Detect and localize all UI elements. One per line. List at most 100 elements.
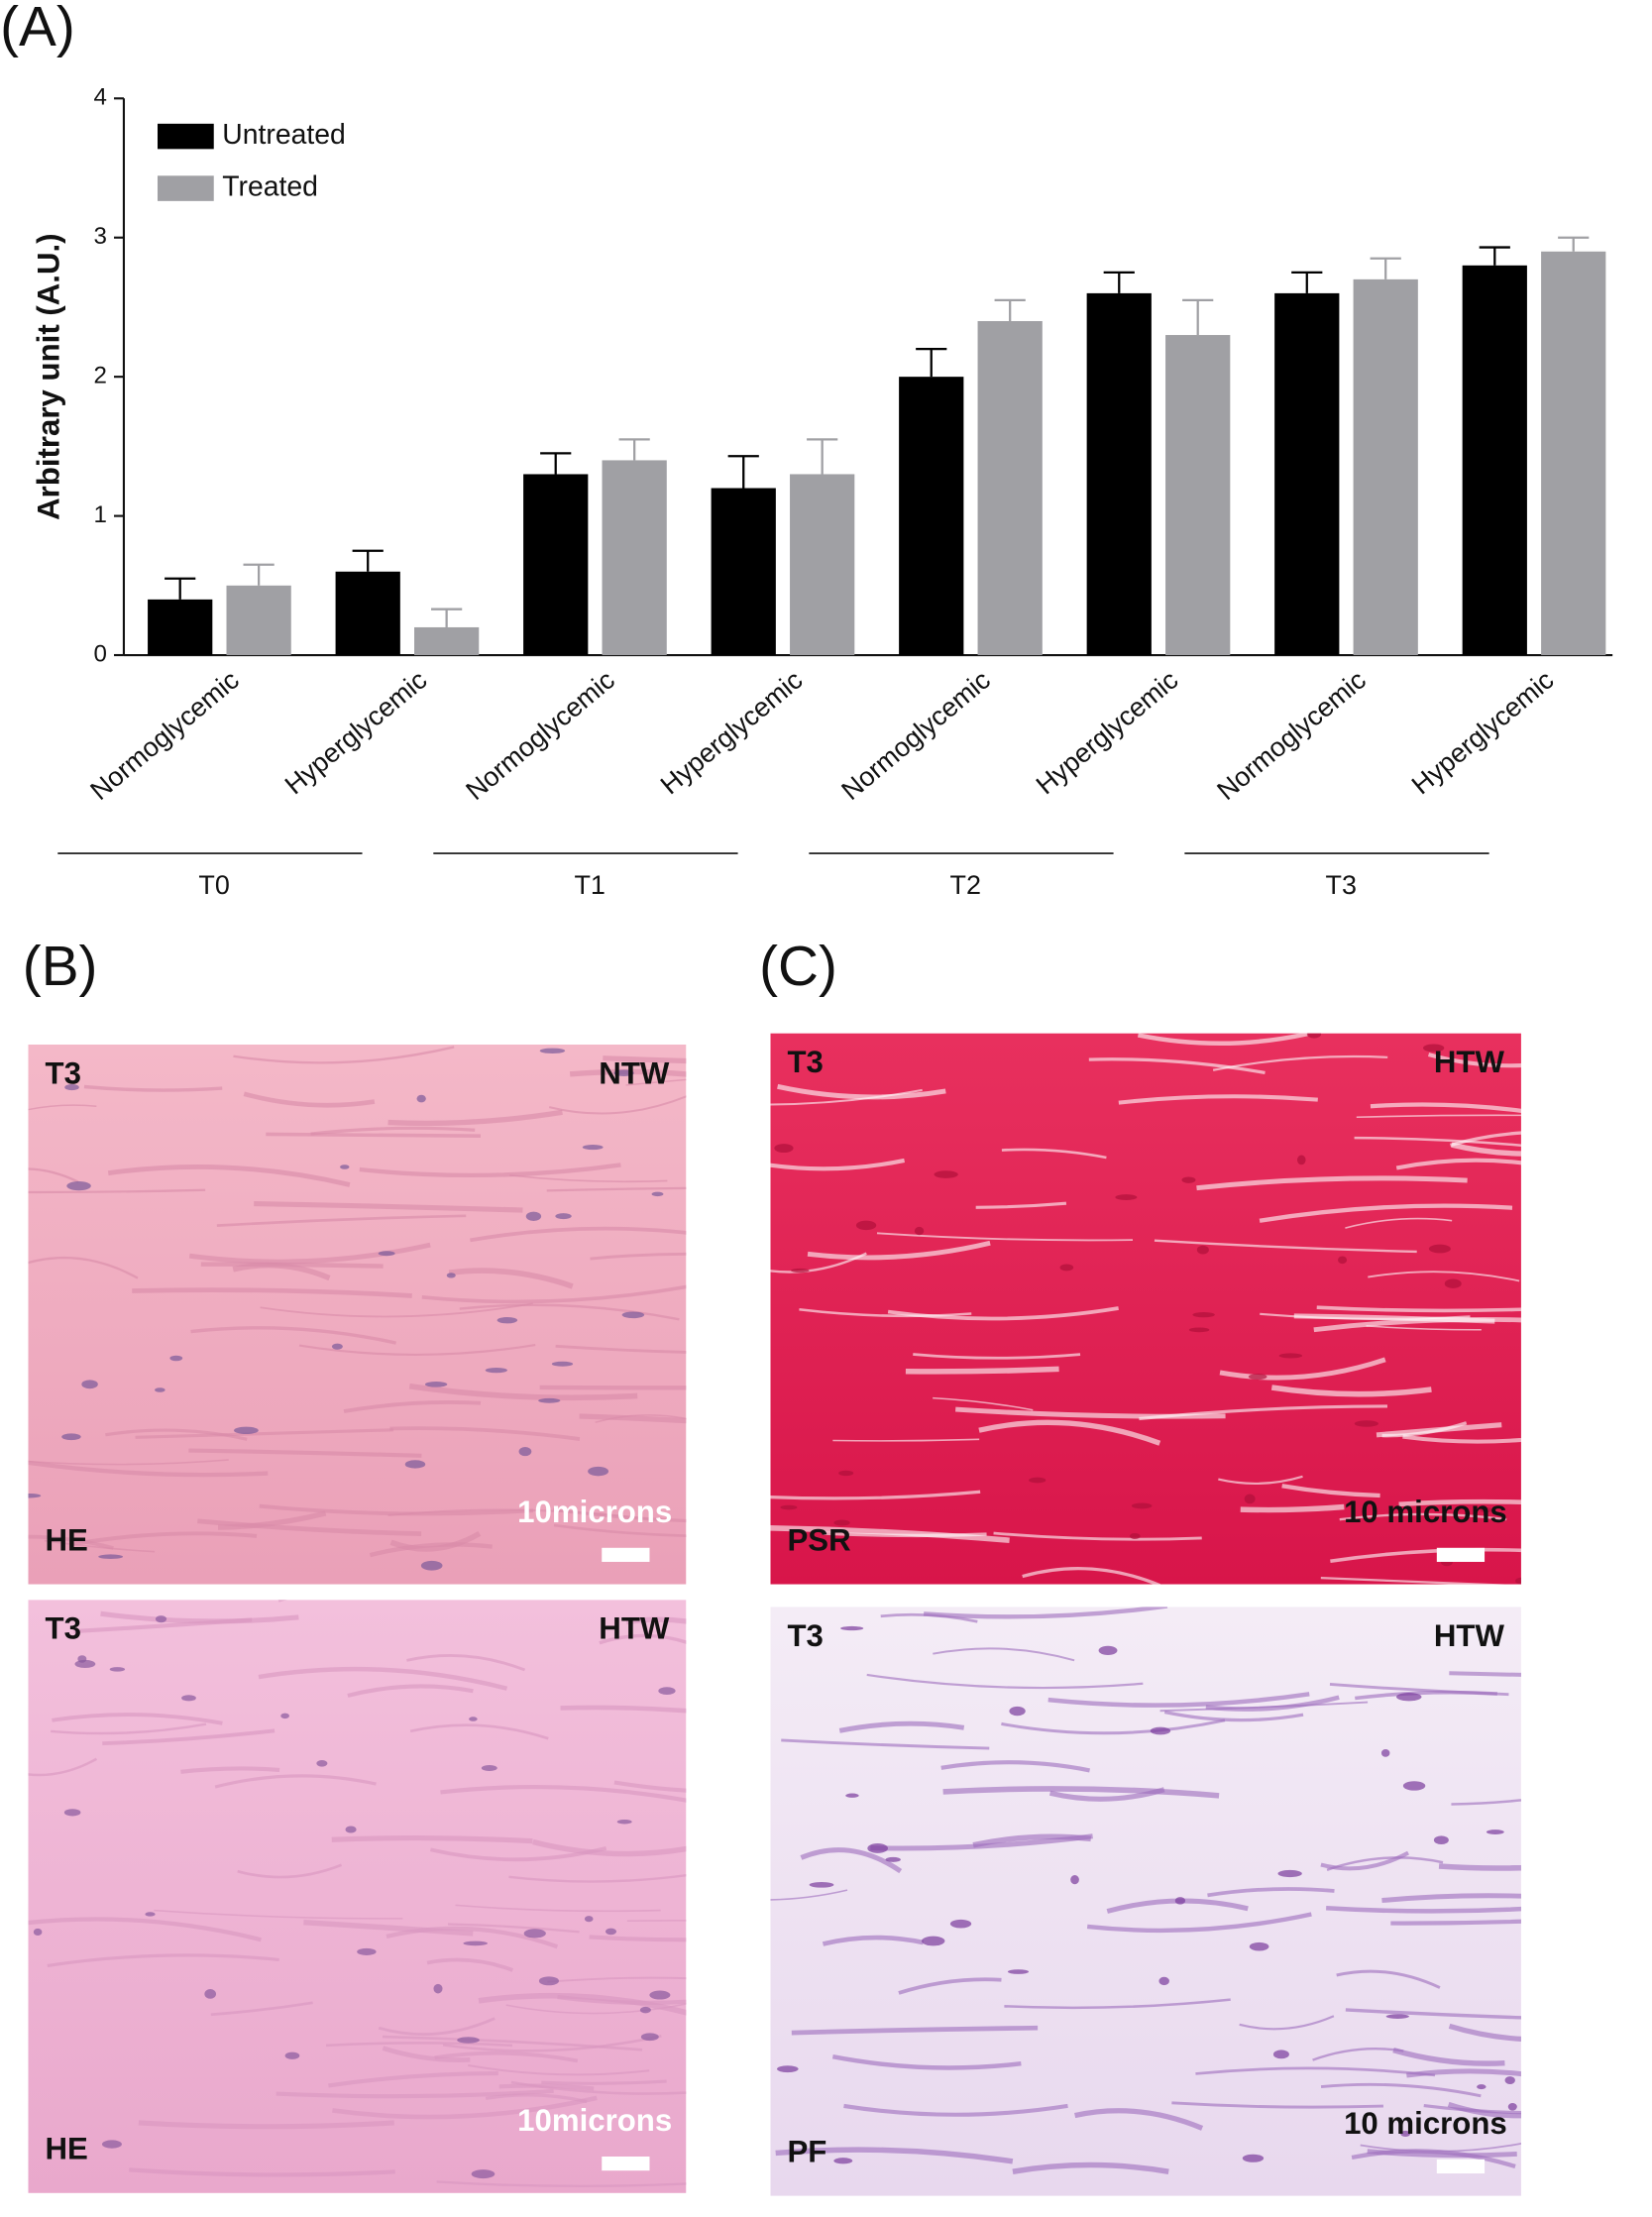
nucleus xyxy=(1338,1256,1348,1265)
fiber xyxy=(44,1539,156,1553)
fiber xyxy=(180,1766,280,1774)
nucleus xyxy=(1396,1693,1422,1702)
nucleus xyxy=(914,1226,925,1236)
fiber xyxy=(532,1838,687,1857)
fiber xyxy=(553,1523,687,1537)
fiber xyxy=(1345,2008,1521,2020)
fiber xyxy=(406,1654,526,1672)
fiber xyxy=(1368,1271,1520,1282)
fiber xyxy=(448,1268,574,1289)
fiber xyxy=(332,2095,598,2120)
nucleus xyxy=(1444,1278,1462,1288)
fiber xyxy=(1196,1175,1468,1191)
fiber xyxy=(1218,1475,1303,1485)
nucleus xyxy=(780,1504,798,1510)
fiber xyxy=(52,1713,223,1725)
fiber xyxy=(260,1302,533,1318)
fiber xyxy=(1012,2162,1169,2174)
fiber xyxy=(555,1344,687,1354)
fiber xyxy=(409,1723,549,1740)
fiber xyxy=(28,1256,139,1279)
nucleus xyxy=(1070,1874,1079,1885)
nucleus xyxy=(331,1343,343,1350)
fiber xyxy=(217,1510,327,1530)
fiber xyxy=(385,1926,559,1949)
fiber xyxy=(955,1406,1226,1419)
fiber xyxy=(933,1647,1075,1662)
nucleus xyxy=(1354,1420,1379,1427)
fiber xyxy=(1154,1239,1417,1254)
fiber xyxy=(28,1104,97,1111)
fiber xyxy=(47,1953,279,1968)
fiber xyxy=(1004,1998,1231,2010)
micrograph-label: PSR xyxy=(787,1522,850,1557)
nucleus xyxy=(234,1426,259,1435)
nucleus xyxy=(33,1928,43,1937)
bar xyxy=(335,571,400,656)
fiber xyxy=(541,2079,667,2085)
nucleus xyxy=(1385,2014,1409,2019)
micrograph-label: T3 xyxy=(46,1611,81,1646)
scale-bar xyxy=(602,1547,650,1562)
nucleus xyxy=(616,1820,632,1825)
x-tick-label: Hyperglycemic xyxy=(1031,665,1184,801)
fiber xyxy=(546,1186,687,1192)
fiber xyxy=(1356,1114,1521,1119)
fiber xyxy=(940,1760,1091,1773)
legend-label: Untreated xyxy=(222,119,346,151)
fiber xyxy=(102,1728,275,1746)
fiber xyxy=(197,1518,422,1537)
fiber xyxy=(266,1132,481,1138)
nucleus xyxy=(1504,2076,1515,2084)
nucleus xyxy=(1174,1897,1186,1905)
fiber xyxy=(887,1306,1119,1321)
fiber xyxy=(1171,2101,1383,2109)
nucleus xyxy=(1098,1645,1118,1655)
nucleus xyxy=(791,1268,810,1274)
nucleus xyxy=(855,1220,877,1231)
fiber xyxy=(831,2054,1022,2070)
fiber xyxy=(1048,1787,1165,1802)
fiber xyxy=(866,1673,1144,1690)
bar xyxy=(414,626,480,656)
nucleus xyxy=(1515,1577,1521,1585)
fiber xyxy=(770,1525,1010,1544)
fiber xyxy=(832,1438,980,1442)
y-tick-label: 1 xyxy=(94,501,107,528)
fiber xyxy=(1139,1404,1387,1421)
fiber xyxy=(28,1167,79,1183)
x-tick-label: Hyperglycemic xyxy=(279,665,433,801)
nucleus xyxy=(1306,1033,1322,1039)
fiber xyxy=(73,1617,253,1634)
nucleus xyxy=(81,1380,98,1389)
fiber xyxy=(1001,1718,1226,1735)
micrograph-label: HTW xyxy=(1434,1045,1505,1079)
nucleus xyxy=(1129,1532,1141,1540)
fiber xyxy=(1451,1142,1521,1157)
y-tick-label: 0 xyxy=(94,640,107,667)
fiber xyxy=(625,1078,687,1086)
micrograph xyxy=(770,1033,1521,1585)
fiber xyxy=(135,1428,393,1439)
legend-swatch xyxy=(157,175,214,201)
fiber xyxy=(905,1366,1059,1375)
fiber xyxy=(1427,1053,1521,1068)
fiber xyxy=(331,1834,533,1844)
nucleus xyxy=(934,1170,958,1178)
fiber xyxy=(791,2025,1039,2036)
fiber xyxy=(1074,2108,1204,2131)
fiber xyxy=(28,1917,262,1942)
nucleus xyxy=(1158,1976,1169,1986)
bar xyxy=(602,460,667,656)
group-label: T3 xyxy=(1326,870,1357,900)
fiber xyxy=(1398,1498,1521,1507)
nucleus xyxy=(1029,1477,1046,1484)
nucleus xyxy=(1296,1155,1306,1165)
fiber xyxy=(822,1935,925,1946)
bar xyxy=(1165,335,1231,656)
nucleus xyxy=(777,2065,799,2073)
bar xyxy=(1086,292,1152,656)
fiber xyxy=(800,1847,903,1874)
fiber xyxy=(1088,1057,1266,1075)
fiber xyxy=(505,2003,687,2015)
